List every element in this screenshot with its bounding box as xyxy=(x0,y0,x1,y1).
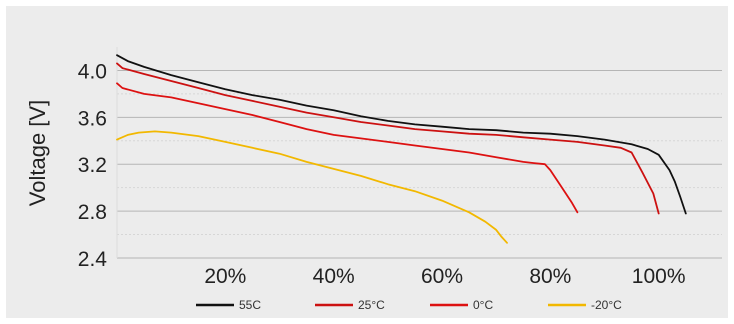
y-tick-label-1: 2.8 xyxy=(78,201,107,224)
series-line-3 xyxy=(116,130,508,244)
x-tick-label-0: 20% xyxy=(204,265,246,288)
legend-label-0: 55C xyxy=(239,298,261,312)
y-tick-label-0: 2.4 xyxy=(78,248,108,271)
y-axis-ticks: 2.4 2.8 3.2 3.6 4.0 xyxy=(78,60,108,271)
legend: 55C 25°C 0°C -20°C xyxy=(196,298,622,312)
x-tick-label-2: 60% xyxy=(421,265,463,288)
y-tick-label-3: 3.6 xyxy=(78,107,107,130)
x-tick-label-4: 100% xyxy=(632,265,686,288)
series-line-0 xyxy=(116,54,687,215)
series-line-2 xyxy=(116,82,579,214)
legend-label-3: -20°C xyxy=(591,298,622,312)
plot-panel-background xyxy=(6,6,728,318)
series-line-1 xyxy=(116,62,660,215)
legend-label-2: 0°C xyxy=(473,298,493,312)
x-tick-label-3: 80% xyxy=(529,265,571,288)
legend-label-1: 25°C xyxy=(358,298,385,312)
series-lines xyxy=(116,54,687,244)
x-axis-ticks: 20% 40% 60% 80% 100% xyxy=(204,265,685,288)
y-tick-label-2: 3.2 xyxy=(78,154,107,177)
y-tick-label-4: 4.0 xyxy=(78,60,107,83)
x-tick-label-1: 40% xyxy=(313,265,355,288)
y-axis-label: Voltage [V] xyxy=(25,100,50,206)
